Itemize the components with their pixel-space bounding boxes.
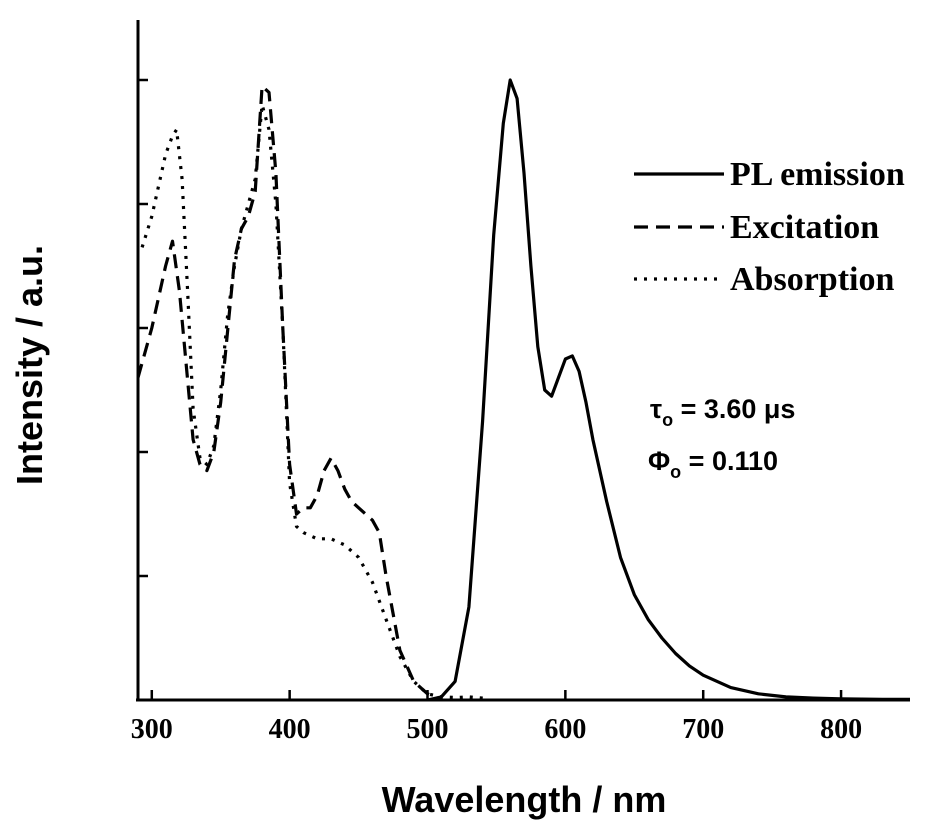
legend-label-absorption: Absorption [730,261,894,298]
annotations: τo = 3.60 μs Φo = 0.110 [648,394,795,482]
annotation-quantum-yield: Φo = 0.110 [648,446,778,482]
x-tick-label-300: 300 [131,714,173,745]
annotation-lifetime-symbol: τ [650,394,662,424]
x-tick-label-800: 800 [820,714,862,745]
x-tick-label-500: 500 [407,714,449,745]
annotation-quantum-yield-sub: o [670,462,681,482]
legend: PL emission Excitation Absorption [634,156,905,298]
y-axis-title: Intensity / a.u. [9,245,50,485]
x-tick-label-400: 400 [269,714,311,745]
annotation-lifetime-value: = 3.60 μs [673,394,795,424]
legend-label-excitation: Excitation [730,209,879,246]
legend-label-pl-emission: PL emission [730,156,905,193]
x-tick-label-600: 600 [544,714,586,745]
x-ticks: 300 400 500 600 700 800 [131,690,862,745]
x-tick-label-700: 700 [682,714,724,745]
annotation-lifetime: τo = 3.60 μs [650,394,795,430]
annotation-quantum-yield-value: = 0.110 [681,446,778,476]
annotation-lifetime-sub: o [662,410,673,430]
x-axis-title: Wavelength / nm [382,779,667,820]
annotation-quantum-yield-symbol: Φ [648,446,670,476]
series-line-absorption [142,105,489,699]
axes [136,20,910,700]
